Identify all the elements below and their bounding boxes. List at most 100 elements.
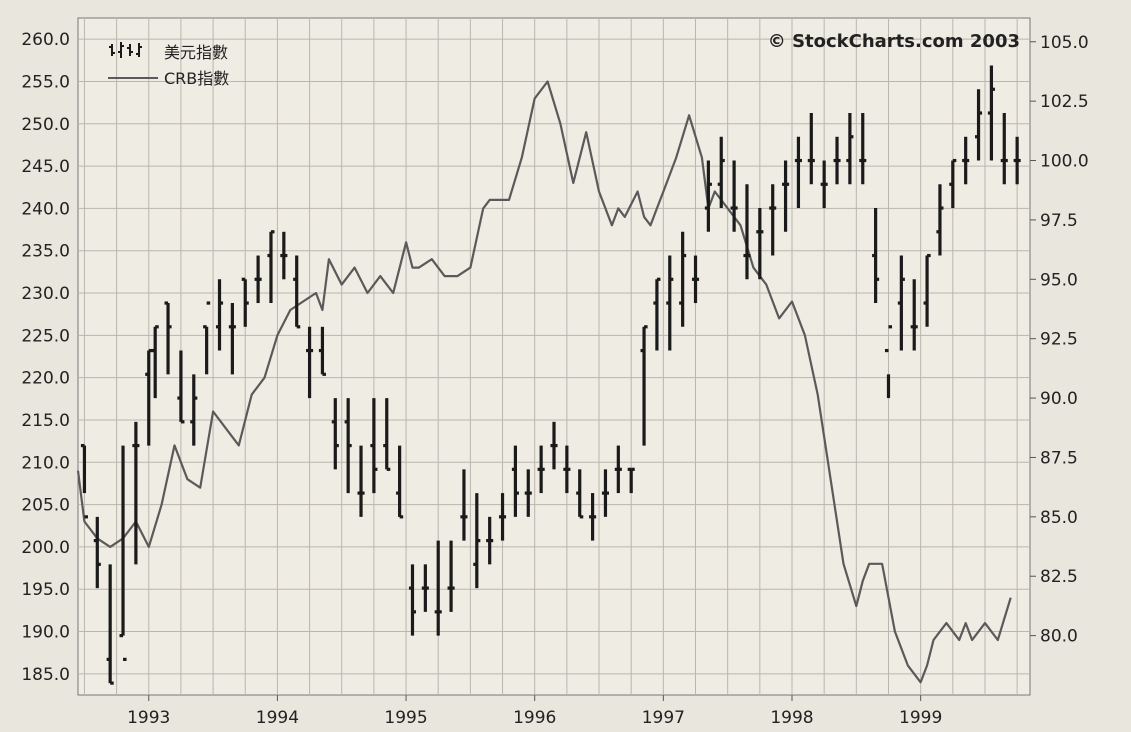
usd-bar (936, 184, 944, 256)
right-tick-label: 82.5 (1040, 567, 1078, 587)
right-tick-label: 92.5 (1040, 330, 1078, 350)
x-tick-label: 1996 (513, 708, 556, 728)
usd-bar (499, 493, 507, 541)
usd-bar (119, 445, 127, 661)
crb-line (76, 80, 1012, 684)
usd-bar (859, 113, 867, 185)
usd-bar (80, 443, 88, 519)
usd-bar (820, 160, 828, 209)
usd-bar (987, 65, 995, 161)
legend-crb-label: CRB指數 (164, 69, 229, 88)
usd-bar (833, 136, 841, 185)
right-tick-label: 97.5 (1040, 211, 1078, 231)
usd-bar (756, 208, 764, 280)
usd-bar (293, 255, 301, 329)
usd-series (80, 65, 1021, 685)
usd-bar (177, 350, 185, 424)
usd-bar (794, 136, 802, 209)
usd-bar (524, 469, 532, 517)
left-tick-label: 255.0 (21, 72, 70, 92)
usd-bar (717, 136, 725, 209)
usd-bar (93, 516, 101, 589)
usd-bar (228, 303, 236, 375)
left-tick-label: 210.0 (21, 453, 70, 473)
left-tick-label: 185.0 (21, 665, 70, 685)
usd-bar (601, 469, 609, 517)
x-tick-label: 1997 (642, 708, 685, 728)
usd-bar (1000, 113, 1008, 185)
usd-bar (537, 445, 545, 494)
usd-bar (807, 113, 815, 185)
usd-bar (306, 326, 314, 399)
usd-bar (975, 89, 983, 161)
usd-bar (511, 445, 519, 517)
left-tick-label: 250.0 (21, 115, 70, 135)
usd-bar (666, 255, 674, 351)
usd-bar (563, 445, 571, 494)
left-tick-label: 235.0 (21, 242, 70, 262)
right-tick-label: 95.0 (1040, 270, 1078, 290)
usd-bar (344, 398, 352, 494)
usd-bar (241, 277, 249, 327)
watermark: © StockCharts.com 2003 (768, 31, 1020, 52)
usd-bar (447, 540, 455, 612)
usd-bar (318, 326, 326, 376)
left-tick-label: 215.0 (21, 411, 70, 431)
left-tick-label: 205.0 (21, 496, 70, 516)
usd-bar (408, 564, 417, 636)
plot-area (77, 17, 1031, 696)
usd-bar (769, 184, 777, 256)
usd-bar (730, 160, 738, 232)
usd-bar (872, 208, 880, 304)
usd-bar (782, 160, 790, 232)
left-tick-label: 190.0 (21, 623, 70, 643)
usd-bar (1013, 136, 1021, 185)
right-tick-label: 80.0 (1040, 627, 1078, 647)
usd-bar (627, 467, 635, 494)
right-tick-label: 87.5 (1040, 448, 1078, 468)
usd-bar (679, 231, 687, 327)
usd-bar (190, 374, 198, 446)
usd-bar (640, 325, 648, 446)
crb-series (76, 80, 1012, 684)
usd-bar (132, 421, 140, 565)
usd-bar (254, 255, 262, 304)
usd-bar (396, 445, 404, 519)
usd-bar (106, 564, 114, 685)
right-tick-label: 85.0 (1040, 508, 1078, 528)
usd-bar (280, 231, 288, 280)
right-tick-label: 90.0 (1040, 389, 1078, 409)
usd-bar (486, 516, 494, 565)
right-tick-label: 100.0 (1040, 152, 1089, 172)
usd-bar (589, 493, 597, 541)
left-tick-label: 220.0 (21, 369, 70, 389)
x-tick-label: 1993 (127, 708, 170, 728)
usd-bar (691, 255, 700, 304)
usd-bar (215, 279, 224, 351)
left-tick-label: 230.0 (21, 284, 70, 304)
usd-bar (267, 230, 275, 304)
x-tick-label: 1995 (384, 708, 427, 728)
x-tick-label: 1999 (899, 708, 942, 728)
usd-bar (949, 158, 957, 209)
legend-usd-label: 美元指數 (164, 43, 228, 62)
usd-bar (962, 136, 970, 185)
x-tick-label: 1994 (256, 708, 299, 728)
usd-bar (884, 325, 893, 399)
left-tick-label: 200.0 (21, 538, 70, 558)
left-tick-label: 245.0 (21, 157, 70, 177)
usd-bar (473, 493, 481, 589)
right-axis: 105.0 102.5 100.0 97.5 95.0 92.5 90.0 87.5 85.0 8… (1030, 33, 1089, 647)
right-tick-label: 102.5 (1040, 92, 1089, 112)
usd-bar (923, 253, 931, 327)
usd-bar (370, 398, 378, 494)
usd-bar (550, 421, 558, 470)
usd-bar (897, 255, 905, 351)
legend-usd-icon (109, 42, 142, 58)
usd-bar (421, 564, 429, 612)
usd-bar (203, 301, 211, 375)
right-tick-label: 105.0 (1040, 33, 1089, 53)
x-tick-label: 1998 (770, 708, 813, 728)
usd-bar (846, 113, 854, 185)
usd-bar (910, 279, 918, 351)
